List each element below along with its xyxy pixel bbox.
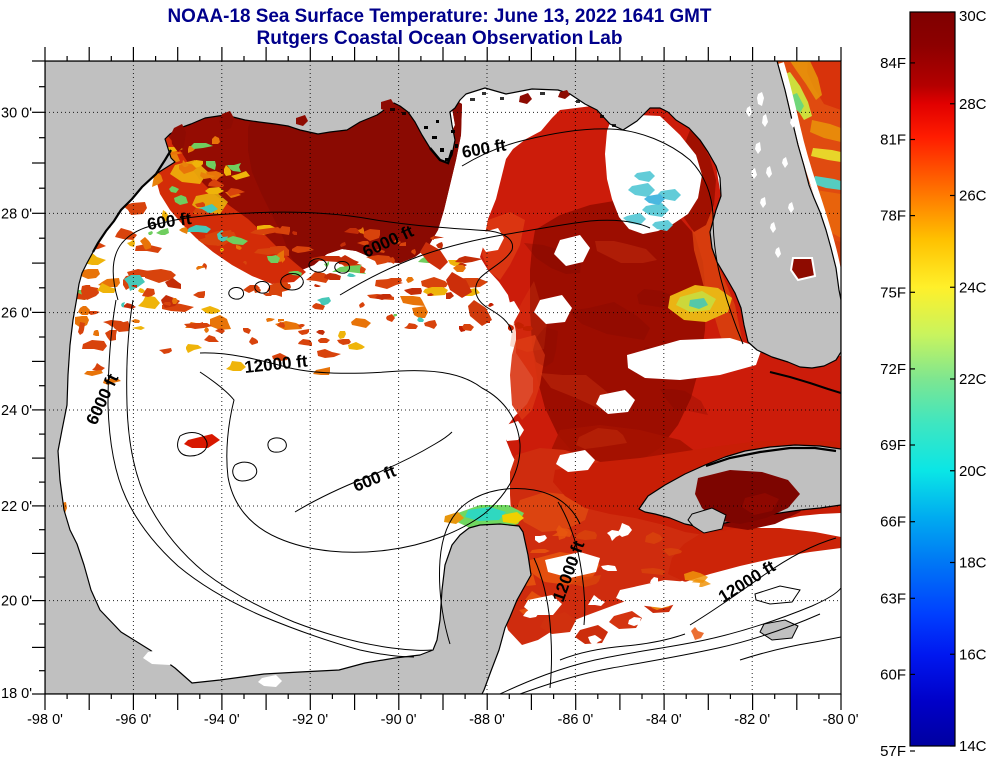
svg-text:-98 0': -98 0' [27,712,63,728]
svg-text:69F: 69F [880,437,906,454]
svg-text:78F: 78F [880,208,906,225]
svg-text:28C: 28C [959,96,987,113]
svg-text:-86 0': -86 0' [557,712,593,728]
svg-text:20 0': 20 0' [1,594,32,610]
svg-text:-90 0': -90 0' [381,712,417,728]
svg-text:26 0': 26 0' [1,306,32,322]
svg-text:14C: 14C [959,738,987,755]
svg-text:57F: 57F [880,743,906,760]
svg-text:24 0': 24 0' [1,403,32,419]
svg-text:22 0': 22 0' [1,499,32,515]
svg-text:66F: 66F [880,514,906,531]
svg-text:22C: 22C [959,371,987,388]
svg-text:16C: 16C [959,646,987,663]
svg-text:84F: 84F [880,55,906,72]
svg-text:-92 0': -92 0' [292,712,328,728]
svg-text:NOAA-18 Sea Surface Temperatur: NOAA-18 Sea Surface Temperature: June 13… [168,6,712,27]
svg-text:63F: 63F [880,590,906,607]
svg-text:-88 0': -88 0' [469,712,505,728]
svg-text:20C: 20C [959,463,987,480]
svg-text:-94 0': -94 0' [204,712,240,728]
svg-text:-80 0': -80 0' [823,712,859,728]
svg-text:-96 0': -96 0' [115,712,151,728]
svg-text:-84 0': -84 0' [646,712,682,728]
svg-text:81F: 81F [880,132,906,149]
svg-text:75F: 75F [880,284,906,301]
svg-text:30 0': 30 0' [1,105,32,121]
svg-text:72F: 72F [880,361,906,378]
svg-text:18C: 18C [959,555,987,572]
svg-text:28 0': 28 0' [1,206,32,222]
svg-text:-82 0': -82 0' [734,712,770,728]
svg-text:60F: 60F [880,666,906,683]
svg-text:30C: 30C [959,8,987,25]
svg-text:24C: 24C [959,279,987,296]
svg-text:26C: 26C [959,188,987,205]
svg-text:Rutgers Coastal Ocean Observat: Rutgers Coastal Ocean Observation Lab [257,28,623,49]
svg-text:18 0': 18 0' [1,686,32,702]
